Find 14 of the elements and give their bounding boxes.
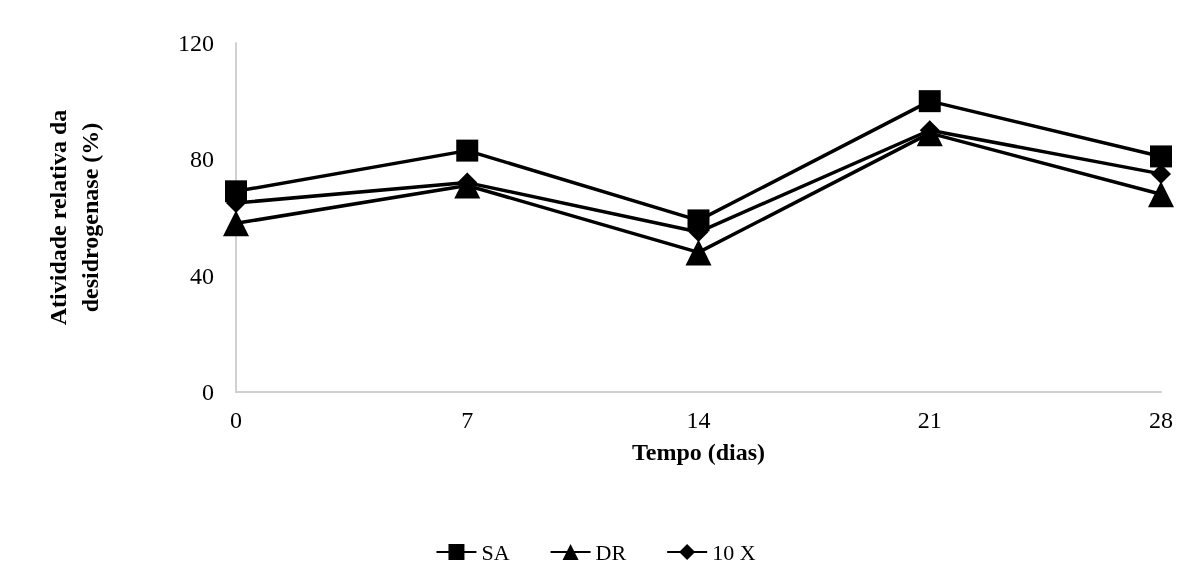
y-tick-label: 40 (190, 262, 214, 289)
x-tick-label: 14 (686, 407, 711, 433)
legend-label: 10 X (712, 539, 756, 565)
y-axis-title: Atividade relativa da desidrogenase (%) (45, 109, 103, 326)
x-axis-title: Tempo (dias) (631, 439, 766, 465)
legend-label: DR (595, 539, 627, 565)
x-tick-label: 21 (917, 407, 942, 433)
y-tick-label: 80 (190, 146, 214, 173)
x-tick-label: 28 (1149, 407, 1173, 433)
legend-label: SA (481, 539, 510, 565)
y-tick-label: 0 (202, 379, 214, 405)
x-tick-label: 7 (461, 407, 474, 433)
x-tick-label: 0 (230, 407, 242, 433)
y-tick-label: 120 (178, 30, 214, 56)
